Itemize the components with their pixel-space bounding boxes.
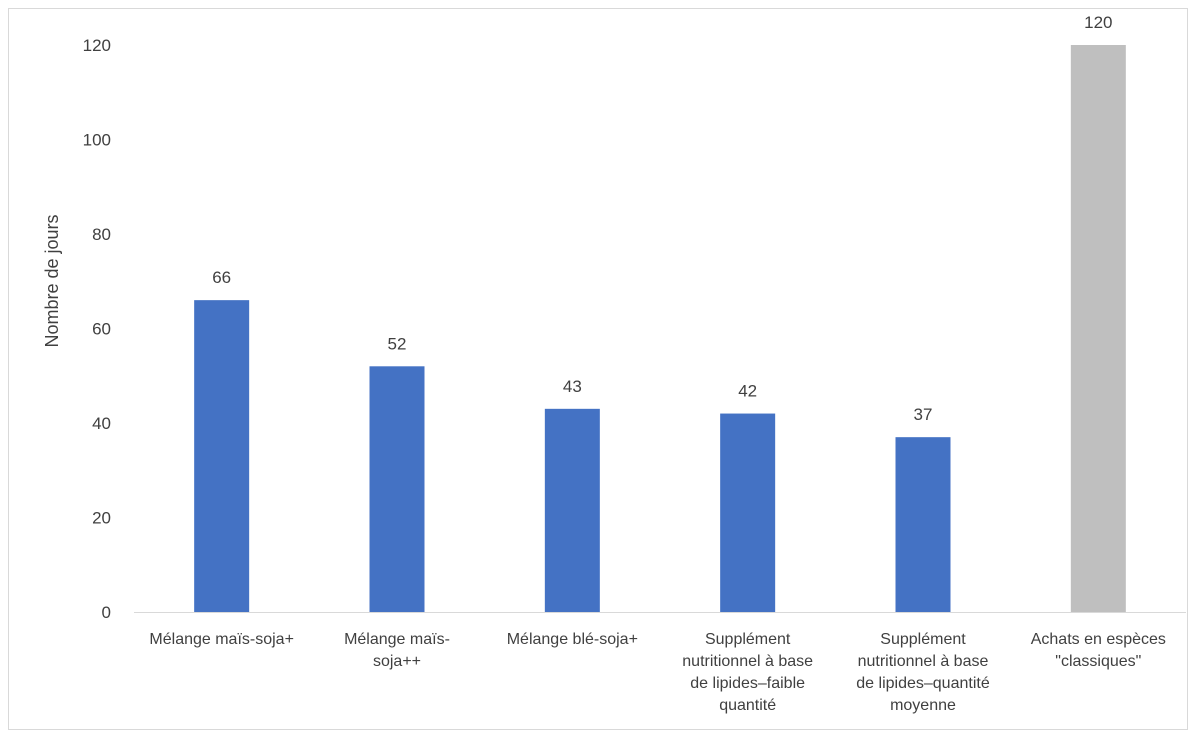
x-category-label: Mélange blé-soja+: [507, 631, 638, 648]
bar: [720, 413, 776, 612]
bar: [194, 300, 250, 612]
data-label: 42: [738, 382, 757, 401]
y-tick-label: 120: [83, 36, 111, 55]
x-category-label: Mélange maïs-soja++: [344, 631, 450, 670]
x-axis-categories: Mélange maïs-soja+ Mélange maïs-soja++ Mél…: [149, 631, 1166, 714]
y-tick-label: 40: [92, 414, 111, 433]
bar: [895, 437, 951, 612]
y-tick-label: 60: [92, 320, 111, 339]
data-label: 120: [1084, 13, 1112, 32]
bar: [544, 408, 600, 612]
data-labels: 66 52 43 42 37 120: [212, 13, 1112, 424]
data-label: 52: [388, 334, 407, 353]
y-tick-label: 100: [83, 131, 111, 150]
y-tick-label: 80: [92, 225, 111, 244]
bar: [1070, 45, 1126, 612]
y-axis-ticks: 0 20 40 60 80 100 120: [83, 36, 111, 622]
y-tick-label: 20: [92, 509, 111, 528]
x-category-label: Mélange maïs-soja+: [149, 631, 294, 648]
x-category-label: Supplément nutritionnel à base de lipides–…: [682, 631, 813, 714]
y-tick-label: 0: [102, 603, 111, 622]
data-label: 43: [563, 377, 582, 396]
bar-series: [194, 45, 1126, 612]
data-label: 37: [914, 405, 933, 424]
x-category-label: Supplément nutritionnel à base de lipides–…: [856, 631, 990, 714]
bar: [369, 366, 425, 612]
data-label: 66: [212, 268, 231, 287]
y-axis-label: Nombre de jours: [42, 214, 62, 347]
x-category-label: Achats en espèces "classiques": [1031, 631, 1166, 670]
